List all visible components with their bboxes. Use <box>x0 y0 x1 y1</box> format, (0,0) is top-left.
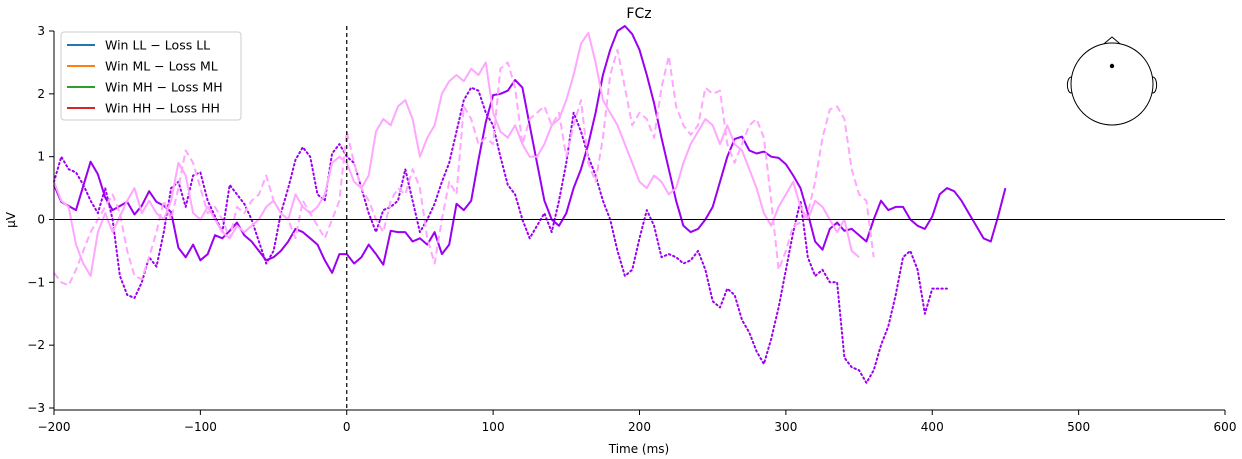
x-tick-label: 600 <box>1214 420 1237 434</box>
x-tick-label: 300 <box>774 420 797 434</box>
head-nose-icon <box>1103 36 1121 45</box>
head-outline-icon <box>1070 42 1154 126</box>
y-tick-label: −3 <box>27 401 45 415</box>
y-tick-label: 1 <box>37 150 45 164</box>
legend-box <box>60 31 242 121</box>
series-line-dashed-3 <box>53 48 875 287</box>
x-tick-label: 200 <box>628 420 651 434</box>
x-tick-label: −200 <box>38 420 71 434</box>
electrode-marker <box>1109 63 1115 69</box>
head-left-ear-icon <box>1066 76 1072 94</box>
legend: Win LL − Loss LL Win ML − Loss ML Win MH −… <box>60 31 242 121</box>
y-tick-label: −1 <box>27 275 45 289</box>
x-tick-label: 400 <box>921 420 944 434</box>
x-axis-label: Time (ms) <box>608 442 670 456</box>
y-tick-label: 2 <box>37 87 45 101</box>
legend-label: Win ML − Loss ML <box>105 59 218 74</box>
x-tick-label: 500 <box>1067 420 1090 434</box>
legend-label: Win LL − Loss LL <box>105 38 210 53</box>
series-layer <box>53 25 1007 384</box>
y-tick-label: 3 <box>37 24 45 38</box>
legend-label: Win MH − Loss MH <box>105 80 223 95</box>
y-tick-label: 0 <box>37 213 45 227</box>
head-inset <box>1066 36 1158 126</box>
series-line-dotted-1 <box>53 86 948 384</box>
head-right-ear-icon <box>1152 76 1158 94</box>
x-tick-label: 100 <box>482 420 505 434</box>
x-tick-label: 0 <box>343 420 351 434</box>
legend-label: Win HH − Loss HH <box>105 101 220 116</box>
y-tick-label: −2 <box>27 338 45 352</box>
x-tick-label: −100 <box>184 420 217 434</box>
y-axis-ticks: −3 −2 −1 0 1 2 3 <box>27 24 54 415</box>
x-axis-ticks: −200 −100 0 100 200 300 400 500 600 <box>38 410 1237 434</box>
y-axis-label: µV <box>4 211 18 228</box>
chart-title: FCz <box>626 6 651 22</box>
